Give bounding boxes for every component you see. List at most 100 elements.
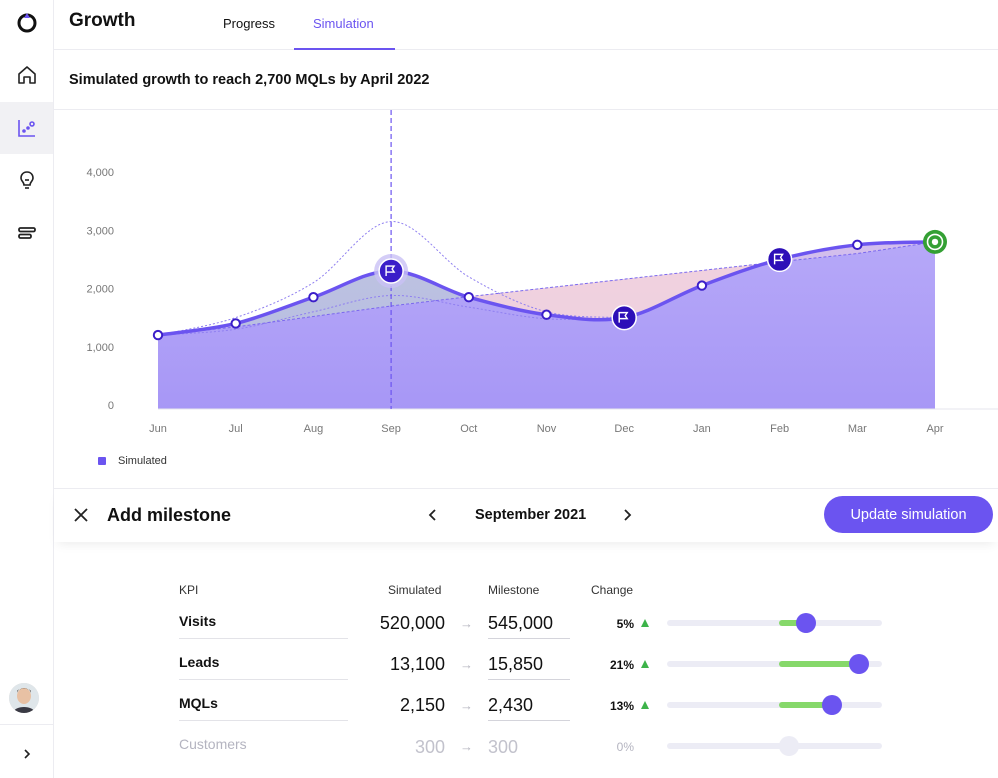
upper-band-line — [157, 221, 625, 336]
data-point — [308, 292, 319, 303]
x-tick-label: Apr — [926, 423, 943, 435]
y-tick-label: 1,000 — [86, 342, 114, 354]
row-divider — [179, 679, 348, 680]
milestone-marker — [378, 258, 404, 284]
divider — [54, 109, 998, 110]
change-slider[interactable] — [667, 613, 882, 633]
data-point — [696, 280, 708, 291]
flag-icon — [773, 253, 784, 265]
y-tick-label: 0 — [108, 400, 114, 412]
row-divider — [179, 720, 348, 721]
flag-icon — [385, 265, 396, 277]
change-slider[interactable] — [667, 736, 882, 756]
chevron-right-icon[interactable] — [620, 506, 634, 524]
kpi-label: Leads — [179, 654, 220, 670]
milestone-bar: Add milestone September 2021 Update simu… — [54, 488, 998, 542]
flag-icon — [618, 311, 629, 323]
x-tick-label: Dec — [614, 423, 634, 435]
lightbulb-icon[interactable] — [0, 154, 53, 206]
growth-chart[interactable]: 0 1,000 2,000 3,000 4,000 Jun Jul Aug Sep Oct Nov D… — [54, 110, 998, 488]
slider-fill — [779, 620, 806, 626]
change-value: 5% — [616, 617, 634, 631]
sidebar — [0, 0, 54, 778]
milestone-title: Add milestone — [107, 505, 232, 525]
target-dot — [931, 238, 939, 246]
milestone-marker — [766, 246, 793, 273]
x-tick-label: Jun — [149, 423, 167, 435]
arrow-icon: → — [460, 616, 473, 631]
arrow-icon: → — [460, 657, 473, 672]
header: Growth Progress Simulation — [54, 0, 998, 50]
data-point — [852, 239, 863, 251]
simulated-value: 300 — [414, 737, 445, 757]
legend-swatch — [98, 457, 106, 465]
kpi-label: Visits — [179, 613, 217, 629]
baseline-line — [157, 241, 936, 336]
x-tick-label: Oct — [460, 423, 477, 435]
x-tick-label: Aug — [304, 423, 324, 435]
tab-progress[interactable]: Progress — [223, 16, 276, 31]
data-point — [230, 318, 241, 329]
difference-area — [158, 241, 935, 336]
x-tick-label: Mar — [848, 423, 867, 435]
header-milestone: Milestone — [488, 583, 540, 597]
close-icon[interactable] — [72, 506, 90, 524]
kpi-label: Customers — [179, 736, 247, 752]
update-simulation-button[interactable]: Update simulation — [824, 496, 993, 533]
header-simulated: Simulated — [388, 583, 442, 597]
change-value: 0% — [616, 740, 634, 754]
milestone-input[interactable]: 300 — [488, 737, 519, 757]
y-tick-label: 3,000 — [86, 225, 114, 237]
x-tick-label: Sep — [381, 423, 401, 435]
change-slider[interactable] — [667, 695, 882, 715]
milestone-month: September 2021 — [475, 507, 587, 523]
up-triangle-icon — [641, 619, 649, 627]
stack-icon[interactable] — [0, 207, 53, 259]
user-avatar[interactable] — [9, 683, 39, 713]
simulated-value: 2,150 — [399, 695, 445, 715]
simulated-area-overlay — [158, 241, 935, 409]
change-value: 13% — [609, 699, 634, 713]
x-tick-label: Jul — [229, 423, 243, 435]
x-tick-label: Jan — [693, 423, 711, 435]
data-point — [152, 329, 164, 341]
slider-thumb[interactable] — [848, 654, 869, 674]
y-tick-label: 2,000 — [86, 284, 114, 296]
milestone-marker — [611, 304, 637, 331]
arrow-icon: → — [460, 698, 473, 713]
x-tick-label: Nov — [537, 423, 557, 435]
simulated-value: 13,100 — [389, 654, 445, 674]
sidebar-divider — [0, 724, 53, 725]
legend-label: Simulated — [118, 455, 167, 467]
active-tab-indicator — [294, 48, 395, 50]
slider-thumb[interactable] — [822, 695, 843, 715]
data-point — [541, 309, 552, 320]
tab-simulation[interactable]: Simulation — [313, 16, 374, 31]
page-title: Growth — [69, 10, 136, 31]
data-point — [463, 292, 474, 303]
kpi-label: MQLs — [179, 695, 218, 711]
chart-subtitle: Simulated growth to reach 2,700 MQLs by … — [69, 72, 430, 88]
milestone-input[interactable]: 545,000 — [488, 609, 570, 639]
target-ring — [926, 233, 944, 251]
header-change: Change — [591, 583, 634, 597]
change-slider[interactable] — [667, 654, 882, 674]
home-icon[interactable] — [0, 49, 53, 101]
logo-icon[interactable] — [0, 0, 53, 44]
arrow-icon: → — [460, 739, 473, 754]
chevron-left-icon[interactable] — [426, 506, 440, 524]
header-kpi: KPI — [179, 583, 199, 597]
chevron-right-icon[interactable] — [0, 730, 53, 778]
slider-thumb[interactable] — [795, 613, 816, 633]
row-divider — [179, 638, 348, 639]
up-triangle-icon — [641, 660, 649, 668]
change-value: 21% — [609, 658, 634, 672]
growth-chart-icon[interactable] — [0, 102, 53, 154]
milestone-input[interactable]: 2,430 — [488, 691, 570, 721]
up-triangle-icon — [641, 701, 649, 709]
slider-fill — [779, 702, 833, 708]
slider-fill — [779, 661, 859, 667]
slider-thumb[interactable] — [779, 736, 799, 756]
y-tick-label: 4,000 — [86, 167, 114, 179]
milestone-input[interactable]: 15,850 — [488, 650, 570, 680]
